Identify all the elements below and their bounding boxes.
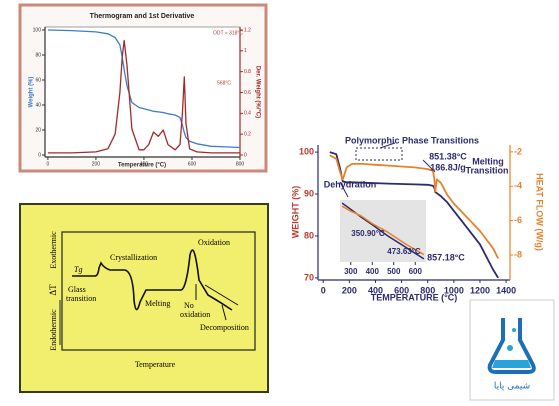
dta-label: Oxidation [198,238,230,247]
annotation: Polymorphic Phase Transitions [345,135,479,145]
dta-box [61,231,256,351]
dta-tangent [204,284,239,306]
logo-text: شیمی پایا [494,382,530,392]
logo-flask [487,318,536,374]
x-tick-label: 400 [368,285,383,295]
data-line [341,202,425,260]
pointer [379,142,396,149]
x-tick-label: 0 [46,161,49,167]
dta-label: Exothermic [49,231,58,269]
data-line [341,205,425,256]
y2-tick-label: 0 [244,152,247,158]
x-tick-label: 300 [344,267,358,276]
dta-label: oxidation [180,310,210,319]
y2-tick-label: 0.8 [244,69,251,75]
data-line [47,39,240,154]
phase-box [355,147,403,161]
y2-tick-label: 0.6 [244,90,251,96]
annotation: 350.90°C [351,229,385,238]
y-tick-label: 80 [35,52,41,58]
x-axis-label: TEMPERATURE (°C) [371,292,457,302]
y-axis-label: Weight (%) [29,77,35,108]
data-line [329,151,499,279]
y2-tick-label: 1 [244,48,247,54]
y-tick-label: 100 [299,147,314,157]
annotation: 473.63°C [387,247,421,256]
y2-tick-label: -2 [514,146,522,156]
data-line [329,154,500,259]
x-tick-label: 400 [366,267,380,276]
y-tick-label: 0 [38,152,41,158]
dta-label: Temperature [135,360,176,369]
y-tick-label: 80 [304,230,314,240]
y-axis-label: WEIGHT (%) [290,186,300,239]
dta-label: Crystallization [110,253,157,262]
dta-label: Melting [145,299,170,308]
logo-bubble [507,345,513,351]
x-tick-label: 200 [342,285,357,295]
y2-tick-label: -6 [514,215,522,225]
y2-tick-label: -8 [514,249,522,259]
y2-tick-label: 0.2 [244,131,251,137]
x-tick-label: 800 [236,161,245,167]
y-tick-label: 90 [304,188,314,198]
annotation: ODT ≈ 318°C [213,30,243,36]
y2-axis-label: HEAT FLOW (W/g) [535,173,545,251]
x-tick-label: 600 [409,267,423,276]
dta-label: No [184,301,194,310]
y-tick-label: 60 [35,77,41,83]
dta-curve [72,249,233,311]
chart-title: Thermogram and 1st Derivative [90,13,195,20]
x-tick-label: 1200 [470,285,490,295]
x-tick-label: 1400 [496,285,516,295]
y-tick-label: 40 [35,102,41,108]
annotation: Transition [465,165,508,175]
x-tick-label: 600 [188,161,197,167]
y-tick-label: 100 [33,27,42,33]
y2-tick-label: 1.2 [244,27,251,33]
logo-bubble [512,328,516,332]
y2-axis-label: Der. Weight (%/°C) [254,66,260,118]
dta-label: Decomposition [200,323,249,332]
x-tick-label: 200 [92,161,101,167]
x-tick-label: 1000 [444,285,464,295]
x-axis-label: Temperature (°C) [118,163,166,169]
annotation: 568°C [217,80,231,86]
dta-label: Glass [68,285,86,294]
annotation: 186.8J/g [430,162,466,172]
dta-label: Endothermic [49,309,58,351]
y-tick-label: 70 [304,272,314,282]
y2-tick-label: 0.4 [244,111,251,117]
annotation: Dehydration [324,179,377,189]
annotation: 857.18°C [427,252,465,262]
pointer [339,181,349,198]
logo-liquid [492,360,531,368]
x-tick-label: 400 [140,161,149,167]
dta-pointer [221,304,227,321]
annotation: 851.38°C [429,151,467,161]
plot-area [44,26,241,158]
dta-label: transition [66,294,96,303]
dta-label: Tg [74,265,82,274]
dta-label: ΔT [48,284,58,296]
x-tick-label: 500 [387,267,401,276]
annotation: Melting [472,156,504,166]
y-tick-label: 20 [35,127,41,133]
x-tick-label: 600 [394,285,409,295]
x-tick-label: 800 [420,285,435,295]
y2-tick-label: -4 [514,181,522,191]
x-tick-label: 0 [321,285,326,295]
